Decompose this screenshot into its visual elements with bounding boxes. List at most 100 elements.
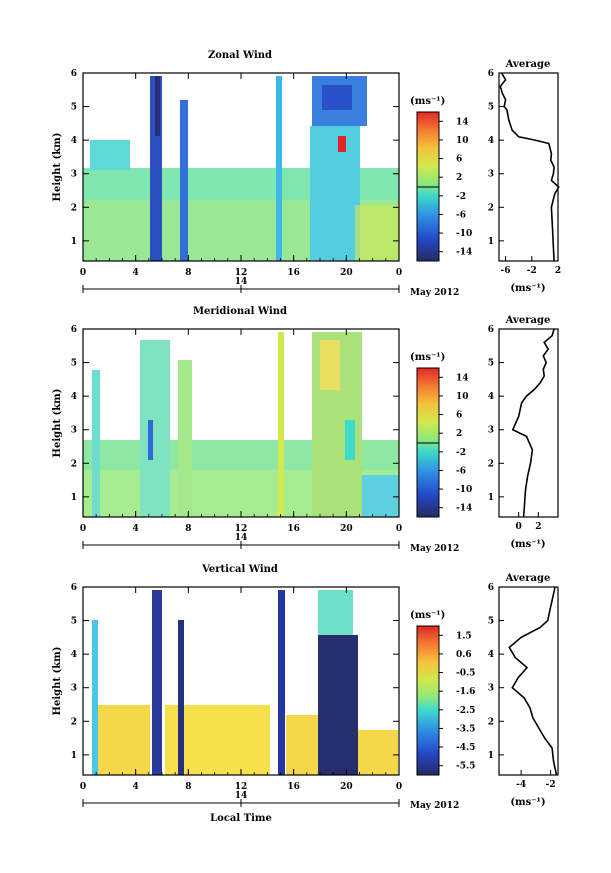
field-region bbox=[362, 475, 399, 517]
profile-y-tick-label: 2 bbox=[488, 717, 494, 727]
field-region bbox=[178, 620, 184, 775]
field-region bbox=[278, 590, 285, 775]
profile-y-tick-label: 4 bbox=[488, 650, 494, 660]
y-tick-label: 4 bbox=[71, 136, 77, 146]
profile-y-tick-label: 4 bbox=[488, 392, 494, 402]
x-tick-label: 0 bbox=[80, 782, 86, 792]
x-tick-label: 8 bbox=[185, 782, 191, 792]
colorbar: (ms⁻¹) 1.5 0.6 -0.5 -1.6 -2.5 -3.5 -4.5 -5.5 bbox=[410, 610, 475, 776]
colorbar-unit: (ms⁻¹) bbox=[410, 610, 445, 621]
profile-frame bbox=[498, 328, 559, 518]
y-tick-label: 3 bbox=[71, 684, 77, 694]
colorbar-tick-label: 10 bbox=[456, 392, 469, 402]
profile-x-tick-label: 2 bbox=[555, 266, 561, 276]
profile-title: Average bbox=[505, 573, 551, 584]
colorbar-tick-label: -6 bbox=[456, 466, 466, 476]
colorbar-tick-label: -10 bbox=[456, 229, 472, 239]
x-tick-label: 20 bbox=[340, 524, 353, 534]
profile-x-tick-label: -4 bbox=[516, 780, 526, 790]
colorbar-tick-label: 1.5 bbox=[456, 631, 472, 641]
profile-line bbox=[511, 328, 555, 518]
profile-y-tick-label: 5 bbox=[488, 103, 494, 113]
average-profile: Average -6 -2 2 1 2 3 4 5 6 (ms⁻¹) bbox=[488, 59, 561, 294]
x-tick-label: 12 bbox=[235, 268, 248, 278]
x-tick-label: 12 bbox=[235, 782, 248, 792]
field-region bbox=[155, 76, 160, 136]
y-tick-label: 5 bbox=[71, 103, 77, 113]
profile-x-tick-label: -6 bbox=[501, 266, 511, 276]
profile-y-tick-label: 4 bbox=[488, 136, 494, 146]
chart-title: Vertical Wind bbox=[201, 564, 278, 575]
colorbar-tick-label: -6 bbox=[456, 210, 466, 220]
chart-title: Meridional Wind bbox=[193, 306, 287, 317]
y-tick-label: 1 bbox=[71, 493, 77, 503]
profile-x-tick-label: 2 bbox=[535, 522, 541, 532]
field-region bbox=[148, 420, 153, 460]
y-tick-label: 1 bbox=[71, 751, 77, 761]
x-tick-label: 16 bbox=[287, 524, 300, 534]
colorbar-tick-label: 6 bbox=[456, 411, 462, 421]
x-tick-label: 20 bbox=[340, 268, 353, 278]
profile-y-tick-label: 3 bbox=[488, 426, 494, 436]
colorbar-tick-label: 2 bbox=[456, 429, 462, 439]
colorbar-tick-label: -14 bbox=[456, 504, 472, 514]
colorbar-unit: (ms⁻¹) bbox=[410, 352, 445, 363]
x-tick-label: 4 bbox=[133, 268, 139, 278]
colorbar-tick-label: 0.6 bbox=[456, 650, 472, 660]
colorbar-tick-label: -2.5 bbox=[456, 706, 475, 716]
profile-xlabel: (ms⁻¹) bbox=[510, 539, 545, 550]
chart-title: Zonal Wind bbox=[208, 50, 272, 61]
y-tick-label: 4 bbox=[71, 650, 77, 660]
field-region bbox=[90, 140, 130, 170]
profile-y-tick-label: 1 bbox=[488, 751, 494, 761]
x-tick-label: 16 bbox=[287, 782, 300, 792]
colorbar-tick-label: -14 bbox=[456, 248, 472, 258]
heatmap-field bbox=[83, 76, 399, 261]
profile-xlabel: (ms⁻¹) bbox=[510, 797, 545, 808]
colorbar: (ms⁻¹) 14 10 6 2 -2 -6 -10 -14 bbox=[410, 352, 472, 518]
x-tick-label: 0 bbox=[80, 524, 86, 534]
y-tick-label: 3 bbox=[71, 426, 77, 436]
date-marker: 14 bbox=[235, 533, 248, 543]
x-tick-label: 12 bbox=[235, 524, 248, 534]
colorbar-tick-label: -5.5 bbox=[456, 762, 475, 772]
field-region bbox=[95, 705, 150, 775]
colorbar-tick-label: -2 bbox=[456, 448, 466, 458]
x-tick-label: 16 bbox=[287, 268, 300, 278]
x-tick-label: 4 bbox=[133, 782, 139, 792]
profile-y-tick-label: 1 bbox=[488, 237, 494, 247]
y-tick-label: 2 bbox=[71, 459, 77, 469]
profile-y-tick-label: 3 bbox=[488, 170, 494, 180]
colorbar-tick-label: -10 bbox=[456, 485, 472, 495]
profile-x-tick-label: -2 bbox=[527, 266, 537, 276]
field-region bbox=[318, 635, 358, 775]
field-region bbox=[92, 620, 98, 775]
x-tick-label: 0 bbox=[396, 782, 402, 792]
x-tick-label: 20 bbox=[340, 782, 353, 792]
y-tick-label: 5 bbox=[71, 359, 77, 369]
x-tick-label: 0 bbox=[80, 268, 86, 278]
y-axis: 1 2 3 4 5 6 bbox=[71, 325, 399, 503]
field-region bbox=[318, 590, 353, 635]
date-bar: 14 May 2012 bbox=[82, 277, 459, 298]
y-tick-label: 4 bbox=[71, 392, 77, 402]
field-region bbox=[358, 730, 398, 775]
x-axis: 0 4 8 12 16 20 0 bbox=[80, 329, 402, 534]
profile-y-tick-label: 2 bbox=[488, 203, 494, 213]
field-region bbox=[322, 85, 352, 110]
y-axis-label: Height (km) bbox=[52, 389, 63, 458]
x-axis-label: Local Time bbox=[210, 813, 272, 824]
colorbar-tick-label: -4.5 bbox=[456, 743, 475, 753]
y-tick-label: 3 bbox=[71, 170, 77, 180]
y-tick-label: 2 bbox=[71, 717, 77, 727]
profile-frame bbox=[498, 586, 559, 776]
y-axis: 1 2 3 4 5 6 bbox=[71, 69, 399, 247]
x-tick-label: 0 bbox=[396, 524, 402, 534]
field-region bbox=[355, 205, 399, 261]
date-label: May 2012 bbox=[410, 288, 459, 298]
profile-frame bbox=[498, 72, 559, 262]
average-profile: Average -4 -2 1 2 3 4 5 6 (ms⁻¹) bbox=[488, 573, 559, 808]
profile-xlabel: (ms⁻¹) bbox=[510, 283, 545, 294]
